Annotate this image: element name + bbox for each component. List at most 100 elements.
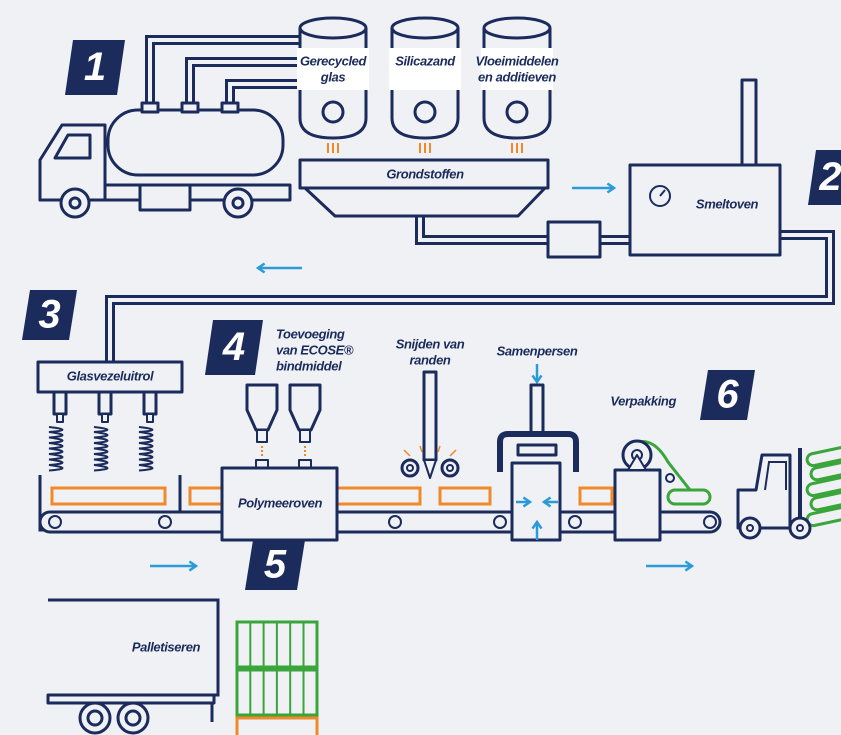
gauge-needle xyxy=(659,189,666,197)
step-number: 6 xyxy=(716,373,739,417)
press-plate xyxy=(516,443,558,457)
step-label: glas xyxy=(320,69,346,84)
hopper-top xyxy=(298,158,550,190)
wool-bale xyxy=(805,472,841,498)
tank-valve xyxy=(180,101,200,114)
chimney xyxy=(740,78,758,167)
tank-valve xyxy=(220,101,240,114)
feeder xyxy=(546,220,602,259)
silo-top xyxy=(482,16,552,40)
furnace xyxy=(628,163,782,257)
conveyor-roller xyxy=(48,515,62,529)
step-label: Grondstoffen xyxy=(386,166,464,181)
spark xyxy=(403,449,411,457)
forklift-cage xyxy=(764,461,787,491)
pipe-inner xyxy=(108,233,832,362)
silo-port xyxy=(413,100,437,124)
silo-top xyxy=(298,16,368,40)
step-label: Samenpersen xyxy=(497,343,578,358)
step-label: Polymeeroven xyxy=(238,495,323,510)
pipe-inner xyxy=(148,38,300,108)
arrow-head xyxy=(606,182,617,194)
step-badge xyxy=(808,150,841,205)
arrow-head xyxy=(531,519,543,530)
fiberizer xyxy=(36,360,184,394)
fiber-spiral xyxy=(93,426,109,472)
spinner xyxy=(52,390,68,416)
step-badge xyxy=(22,290,77,340)
forklift-hub xyxy=(746,524,754,532)
reel-stand xyxy=(627,454,647,471)
nozzle-tip xyxy=(256,429,268,443)
binder-nozzle xyxy=(245,383,279,432)
conveyor-roller xyxy=(703,515,717,529)
step-number: 5 xyxy=(264,543,287,587)
forklift-hub xyxy=(796,524,804,532)
wool-mat xyxy=(578,486,614,506)
pipe-inner xyxy=(418,215,548,242)
silo-port xyxy=(321,100,345,124)
conveyor-roller xyxy=(493,515,507,529)
arrow-head xyxy=(188,560,199,572)
truck-box xyxy=(138,183,192,212)
pallet-base xyxy=(235,716,319,735)
truck-tank xyxy=(106,108,285,177)
step-label: Smeltoven xyxy=(696,196,759,211)
step-badge xyxy=(700,370,755,420)
arrow-head xyxy=(522,496,533,508)
binder-nozzle xyxy=(288,383,322,432)
trailer-hub xyxy=(124,709,142,727)
step-label: Gerecycled xyxy=(300,53,368,68)
step-label: en additieven xyxy=(478,69,556,84)
spinner-tip xyxy=(56,413,64,423)
pipe-inner xyxy=(188,60,300,108)
knife-tip xyxy=(423,459,437,479)
spinner-tip xyxy=(101,413,109,423)
spinner-tip xyxy=(146,413,154,423)
step-number: 3 xyxy=(38,293,60,337)
wool-mat xyxy=(438,486,492,506)
pipe-inner xyxy=(228,82,300,108)
arrow-head xyxy=(255,262,266,274)
arrow-head xyxy=(531,374,543,385)
tank-valve xyxy=(140,101,160,114)
press-rod xyxy=(529,383,545,437)
step-label: Snijden van xyxy=(396,336,465,351)
spinner xyxy=(142,390,158,416)
step-label: Verpakking xyxy=(610,393,676,408)
arrow-head xyxy=(541,496,552,508)
fiber-spiral xyxy=(48,426,64,472)
hub xyxy=(231,196,245,210)
curing-oven xyxy=(220,466,339,542)
step-label: randen xyxy=(410,352,451,367)
step-label: van ECOSE® xyxy=(276,342,354,357)
step-label: Silicazand xyxy=(395,53,456,68)
step-label: bindmiddel xyxy=(276,358,342,373)
spark xyxy=(437,445,441,453)
wool-bale xyxy=(805,442,841,468)
silo-port xyxy=(505,100,529,124)
step-number: 1 xyxy=(84,45,106,89)
conveyor-roller xyxy=(388,515,402,529)
trim-hub xyxy=(446,464,454,472)
tension-roller xyxy=(665,473,675,483)
spinner xyxy=(97,390,113,416)
wool-mat xyxy=(50,486,167,506)
step-label: Vloeimiddelen xyxy=(476,53,559,68)
step-label: Glasvezeluitrol xyxy=(67,368,154,383)
press-frame xyxy=(497,431,579,472)
conveyor-roller xyxy=(568,515,582,529)
hub xyxy=(68,196,82,210)
hopper xyxy=(303,186,547,218)
step-badge xyxy=(245,540,305,590)
step-label: Toevoeging xyxy=(276,326,345,341)
silo-label-band xyxy=(481,48,553,90)
arrow-head xyxy=(684,560,695,572)
step-badge xyxy=(65,40,125,95)
conveyor-roller xyxy=(158,515,172,529)
trim-knife xyxy=(422,370,438,462)
truck-window xyxy=(53,133,92,160)
nozzle-tip xyxy=(299,429,311,443)
silo-label-band xyxy=(389,48,461,90)
